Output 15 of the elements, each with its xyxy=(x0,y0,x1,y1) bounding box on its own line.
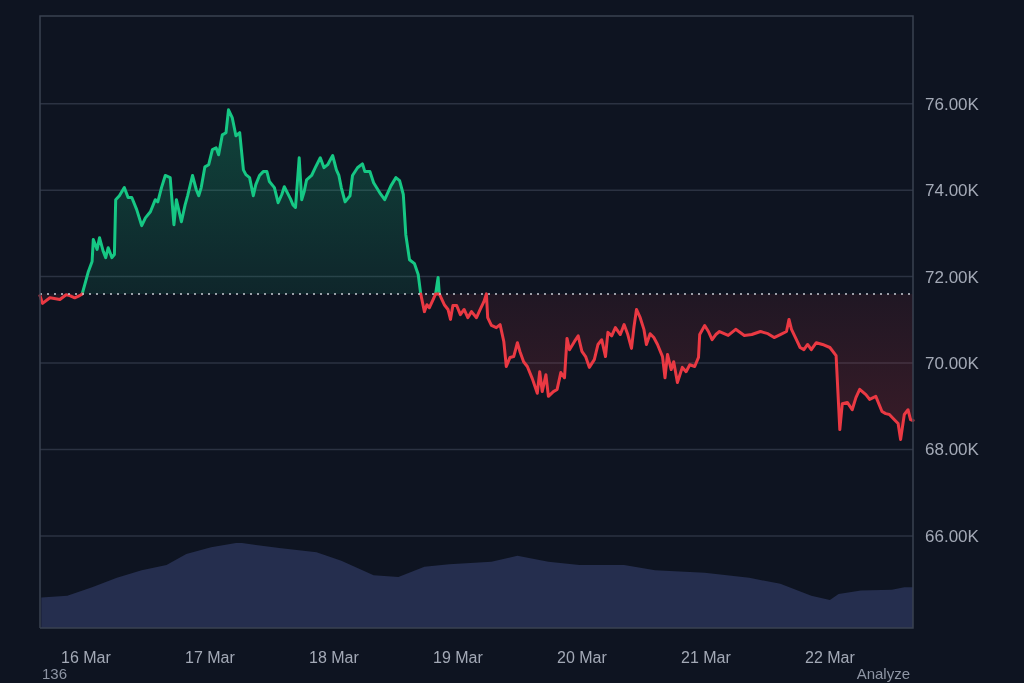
y-tick-label: 66.00K xyxy=(925,526,980,546)
x-tick-label: 20 Mar xyxy=(557,649,608,666)
x-tick-label: 16 Mar xyxy=(61,649,112,666)
x-tick-label: 17 Mar xyxy=(185,649,236,666)
text: Analyze xyxy=(856,665,910,682)
x-tick-label: 18 Mar xyxy=(309,649,360,666)
x-tick-label: 22 Mar xyxy=(805,649,856,666)
y-tick-label: 74.00K xyxy=(925,181,980,201)
y-tick-label: 72.00K xyxy=(925,267,980,287)
text: 136 xyxy=(42,665,68,682)
y-tick-label: 70.00K xyxy=(925,354,980,374)
y-tick-label: 68.00K xyxy=(925,440,980,460)
x-tick-label: 19 Mar xyxy=(433,649,484,666)
x-tick-label: 21 Mar xyxy=(681,649,732,666)
y-tick-label: 76.00K xyxy=(925,94,980,114)
